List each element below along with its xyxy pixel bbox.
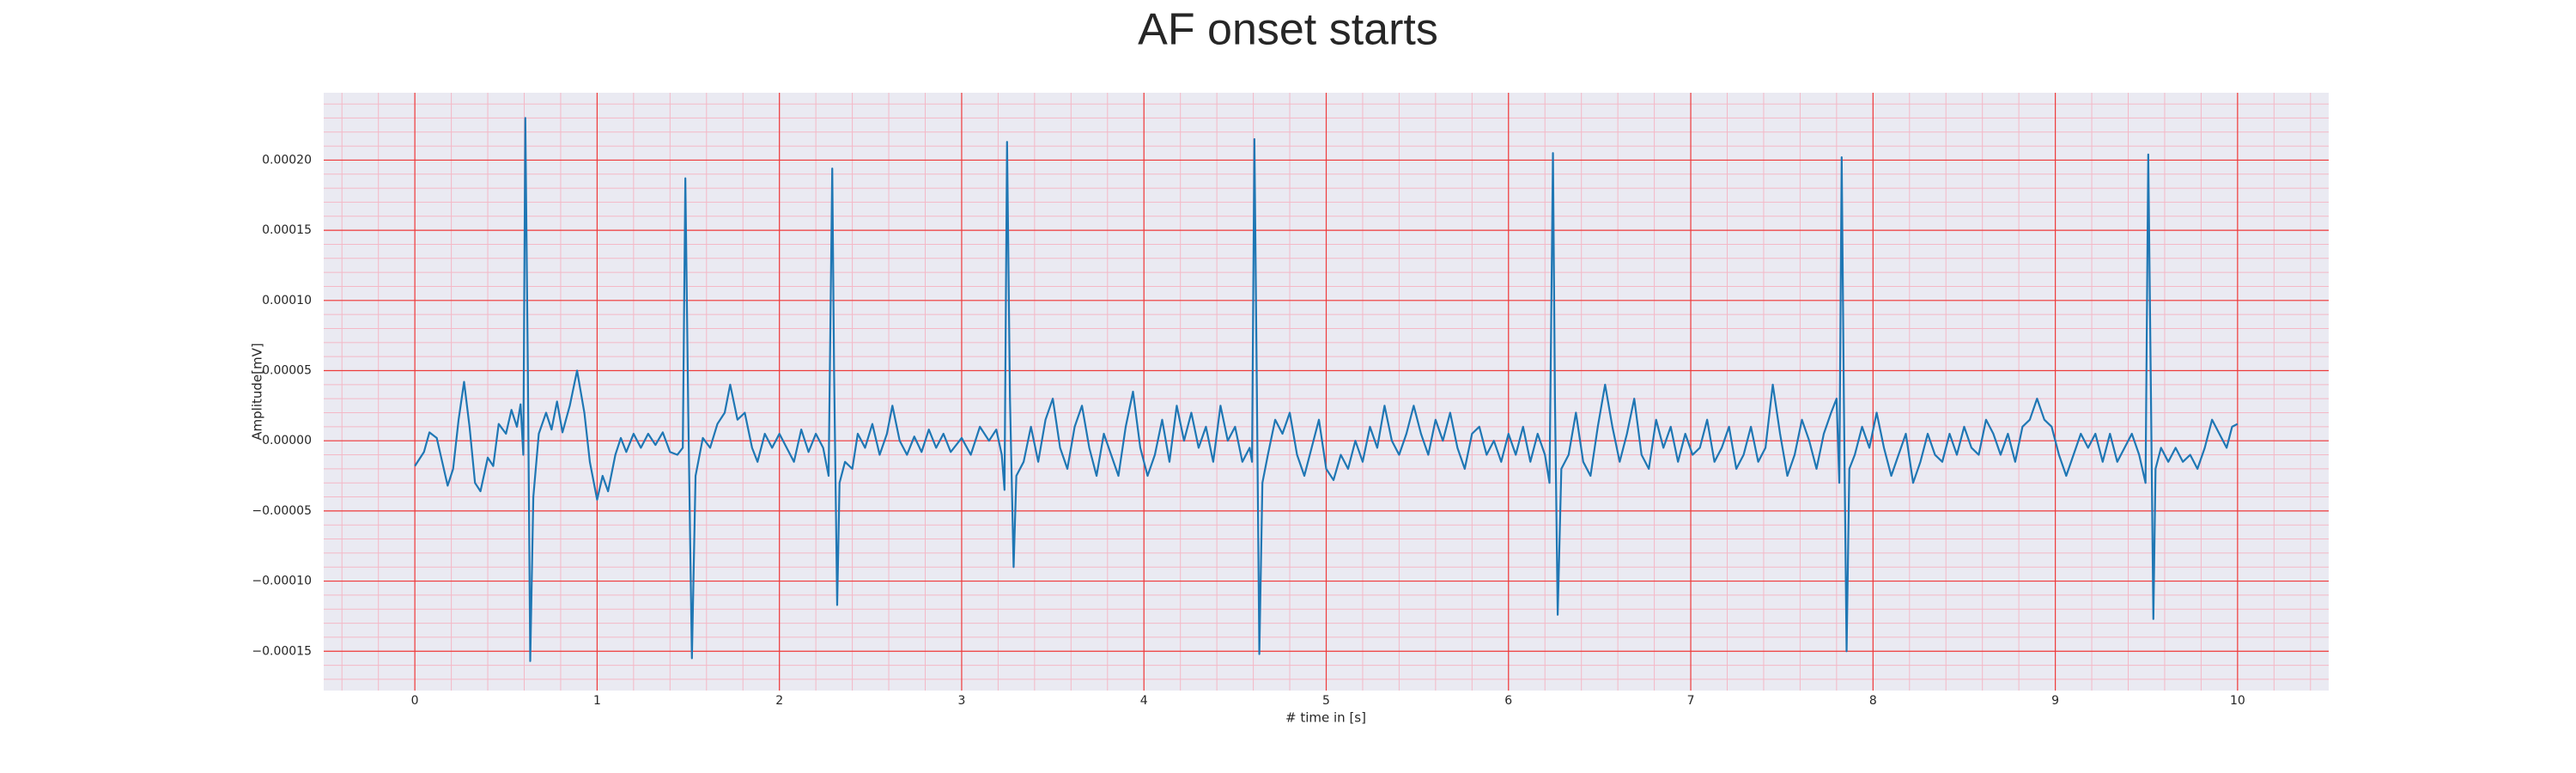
y-tick-label: −0.00015	[252, 644, 312, 658]
x-tick-label: 1	[593, 694, 601, 708]
x-tick-label: 10	[2230, 694, 2245, 708]
x-tick-label: 9	[2051, 694, 2059, 708]
signal-line	[414, 117, 2239, 662]
x-tick-label: 0	[411, 694, 419, 708]
y-tick-label: 0.00015	[262, 223, 312, 237]
y-tick-label: 0.00020	[262, 153, 312, 167]
x-axis-label: # time in [s]	[1285, 710, 1366, 726]
y-axis-label: Amplitude[mV]	[250, 343, 265, 440]
x-tick-label: 5	[1322, 694, 1330, 708]
x-tick-label: 2	[775, 694, 783, 708]
y-tick-label: −0.00005	[252, 504, 312, 518]
x-tick-label: 7	[1687, 694, 1695, 708]
x-tick-label: 4	[1140, 694, 1148, 708]
x-tick-label: 8	[1869, 694, 1877, 708]
x-tick-label: 3	[957, 694, 965, 708]
x-tick-label: 6	[1504, 694, 1512, 708]
chart-title: AF onset starts	[1138, 5, 1438, 55]
y-tick-label: 0.00000	[262, 434, 312, 447]
y-tick-label: 0.00005	[262, 363, 312, 377]
y-tick-label: −0.00010	[252, 575, 312, 588]
y-tick-label: 0.00010	[262, 294, 312, 307]
